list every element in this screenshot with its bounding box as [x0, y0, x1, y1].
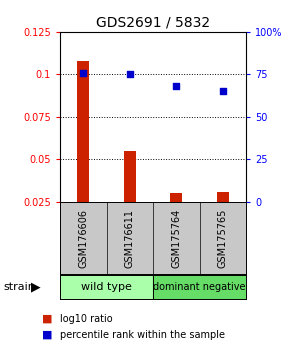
Text: GSM175765: GSM175765: [218, 209, 228, 268]
Text: dominant negative: dominant negative: [153, 282, 246, 292]
Point: [128, 72, 132, 77]
Text: GSM176606: GSM176606: [78, 209, 88, 268]
Text: ■: ■: [42, 330, 52, 339]
Text: ▶: ▶: [31, 281, 41, 293]
Text: strain: strain: [3, 282, 35, 292]
Text: log10 ratio: log10 ratio: [60, 314, 112, 324]
Text: GSM176611: GSM176611: [125, 209, 135, 268]
Bar: [77, 61, 89, 244]
Bar: [124, 151, 136, 244]
Text: percentile rank within the sample: percentile rank within the sample: [60, 330, 225, 339]
Point: [81, 70, 86, 75]
Text: GSM175764: GSM175764: [171, 209, 181, 268]
Bar: [153, 275, 246, 299]
Point: [220, 88, 225, 94]
Bar: [170, 193, 182, 244]
Title: GDS2691 / 5832: GDS2691 / 5832: [96, 15, 210, 29]
Text: wild type: wild type: [81, 282, 132, 292]
Bar: [217, 192, 229, 244]
Point: [174, 84, 179, 89]
Text: ■: ■: [42, 314, 52, 324]
